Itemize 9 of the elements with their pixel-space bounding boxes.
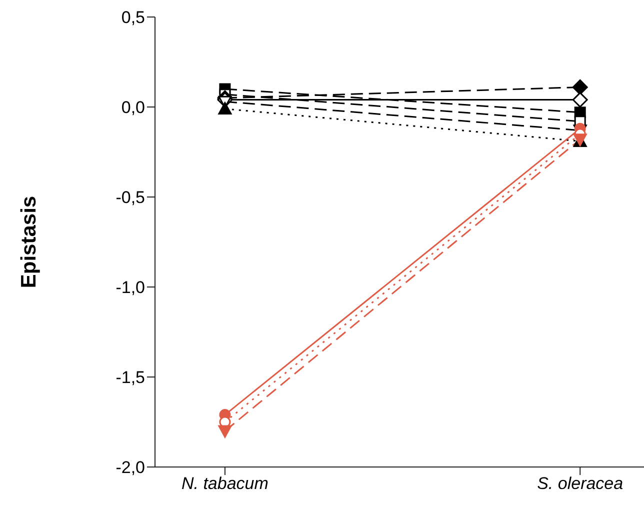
y-tick-label: -0,5 [116,188,145,208]
y-tick-label: 0,0 [121,98,145,118]
y-axis-title: Epistasis [17,196,40,288]
x-tick-label: S. oleracea [537,474,624,494]
y-tick-label: -1,0 [116,278,145,298]
y-tick-label: -2,0 [116,458,145,478]
x-tick-label: N. tabacum [181,474,268,494]
y-tick-label: 0,5 [121,8,145,28]
y-tick-label: -1,5 [116,368,145,388]
